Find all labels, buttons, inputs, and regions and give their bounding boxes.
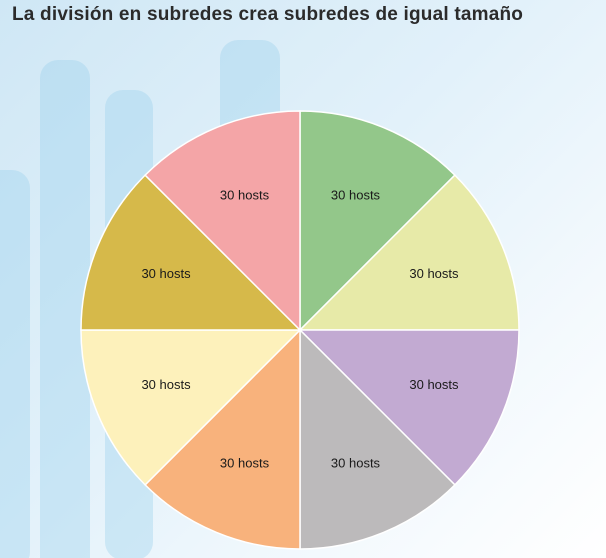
pie-slice xyxy=(144,328,301,550)
slice-label: 30 hosts xyxy=(409,266,459,281)
chart-title: La división en subredes crea subredes de… xyxy=(12,4,524,25)
pie-slice xyxy=(80,329,302,486)
slice-label: 30 hosts xyxy=(141,266,191,281)
slice-label: 30 hosts xyxy=(220,187,270,202)
slice-label: 30 hosts xyxy=(220,455,270,470)
pie-slice xyxy=(80,174,302,331)
slice-label: 30 hosts xyxy=(141,377,191,392)
background-band xyxy=(0,170,30,558)
pie-slice xyxy=(298,329,520,486)
pie-slice xyxy=(298,174,520,331)
slice-label: 30 hosts xyxy=(331,187,381,202)
slice-label: 30 hosts xyxy=(331,455,381,470)
pie-slice xyxy=(299,110,456,332)
slice-label: 30 hosts xyxy=(409,377,459,392)
pie-slice xyxy=(299,328,456,550)
pie-slice xyxy=(144,110,301,332)
